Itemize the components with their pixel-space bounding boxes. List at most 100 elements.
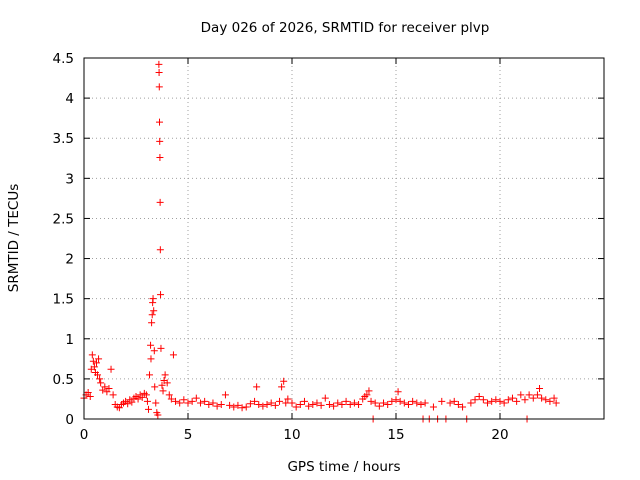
data-point	[396, 397, 404, 405]
data-point	[536, 385, 544, 393]
data-point	[321, 394, 329, 402]
data-point	[150, 347, 158, 355]
data-point	[392, 396, 400, 404]
data-point	[221, 391, 229, 399]
x-tick-label: 20	[491, 427, 508, 443]
y-tick-label: 2	[65, 252, 74, 268]
data-point	[513, 397, 521, 405]
data-point	[101, 383, 109, 391]
data-point	[156, 118, 164, 126]
x-tick-label: 5	[184, 427, 193, 443]
grid-layer	[84, 58, 604, 419]
data-point	[550, 394, 558, 402]
data-point	[292, 403, 300, 411]
data-point	[172, 397, 180, 405]
data-points	[80, 60, 560, 423]
data-point	[147, 355, 155, 363]
data-point	[230, 403, 238, 411]
data-point	[105, 385, 113, 393]
data-point	[155, 68, 163, 76]
data-point	[284, 395, 292, 403]
data-point	[334, 399, 342, 407]
data-point	[89, 357, 97, 365]
data-point	[367, 397, 375, 405]
data-point	[205, 401, 213, 409]
data-point	[155, 83, 163, 91]
data-point	[201, 397, 209, 405]
data-point	[429, 403, 437, 411]
data-point	[96, 375, 104, 383]
data-point	[409, 397, 417, 405]
data-point	[421, 399, 429, 407]
data-point	[97, 379, 105, 387]
data-point	[86, 393, 94, 401]
x-axis-label: GPS time / hours	[287, 459, 400, 475]
data-point	[128, 398, 136, 406]
data-point	[504, 396, 512, 404]
data-point	[338, 401, 346, 409]
data-point	[259, 402, 267, 410]
data-point	[325, 401, 333, 409]
data-point	[263, 401, 271, 409]
data-point	[552, 399, 560, 407]
data-point	[533, 391, 541, 399]
y-tick-label: 2.5	[53, 211, 74, 227]
data-point	[355, 401, 363, 409]
data-point	[300, 397, 308, 405]
data-point	[234, 401, 242, 409]
data-point	[246, 400, 254, 408]
data-point	[157, 291, 165, 299]
data-point	[150, 307, 158, 315]
data-point	[305, 402, 313, 410]
data-point	[521, 396, 529, 404]
y-tick-label: 3	[65, 171, 74, 187]
chart-title: Day 026 of 2026, SRMTID for receiver plv…	[201, 20, 490, 36]
data-point	[213, 402, 221, 410]
data-point	[471, 396, 479, 404]
data-point	[330, 402, 338, 410]
data-point	[109, 391, 117, 399]
data-point	[156, 246, 164, 254]
data-point	[346, 401, 354, 409]
data-point	[226, 401, 234, 409]
x-tick-label: 0	[80, 427, 89, 443]
data-point	[156, 137, 164, 145]
ticks-layer: 0 5 10 15 20 0 0.5 1 1.5 2 2.5 3 3.5 4 4.5	[53, 51, 604, 443]
data-point	[438, 397, 446, 405]
data-point	[188, 397, 196, 405]
data-point	[417, 401, 425, 409]
data-point	[267, 399, 275, 407]
y-tick-label: 1	[65, 332, 74, 348]
data-point	[280, 377, 288, 385]
data-point	[238, 404, 246, 412]
data-point	[446, 399, 454, 407]
data-point	[296, 401, 304, 409]
data-point	[542, 396, 550, 404]
data-point	[375, 402, 383, 410]
data-point	[500, 399, 508, 407]
data-point	[459, 403, 467, 411]
data-point	[107, 365, 115, 373]
data-point	[317, 401, 325, 409]
data-point	[157, 344, 165, 352]
data-point	[288, 399, 296, 407]
data-point	[538, 394, 546, 402]
data-point	[142, 391, 150, 399]
data-point	[151, 383, 159, 391]
data-point	[167, 395, 175, 403]
data-point	[492, 396, 500, 404]
data-point	[94, 371, 102, 379]
data-point	[484, 399, 492, 407]
data-point	[313, 399, 321, 407]
data-point	[192, 394, 200, 402]
data-point	[152, 399, 160, 407]
data-point	[517, 391, 525, 399]
data-point	[546, 397, 554, 405]
data-point	[384, 401, 392, 409]
data-point	[134, 395, 142, 403]
data-point	[388, 397, 396, 405]
data-point	[529, 394, 537, 402]
data-point	[350, 399, 358, 407]
y-tick-label: 4.5	[53, 51, 74, 67]
data-point	[154, 411, 162, 419]
